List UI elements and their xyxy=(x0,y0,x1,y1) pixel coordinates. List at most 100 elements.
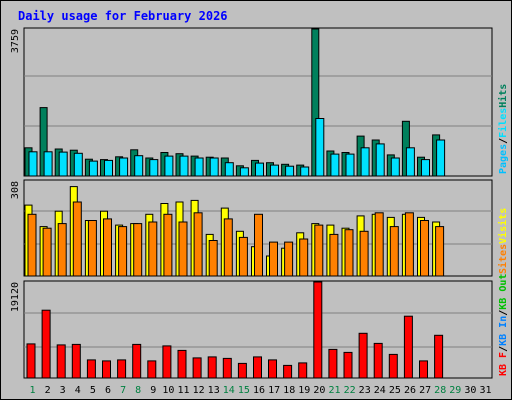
bar-kb-f-day-11 xyxy=(177,349,187,379)
bar-sites-day-4 xyxy=(72,201,82,277)
bar-sites-day-3 xyxy=(57,223,67,277)
bar-sites-day-17 xyxy=(269,241,278,277)
bar-files-day-17 xyxy=(270,164,279,177)
legend-files: Files xyxy=(497,108,509,138)
bar-files-day-9 xyxy=(149,159,159,177)
bar-kb-f-day-19 xyxy=(298,362,308,379)
bar-files-day-5 xyxy=(88,160,98,177)
x-tick-label-day-30: 30 xyxy=(464,385,476,396)
panel-3-legend: KB F/KB In/KB Out xyxy=(498,274,509,376)
bar-kb-f-day-1 xyxy=(26,343,36,379)
bar-sites-day-19 xyxy=(299,238,309,277)
bar-sites-day-27 xyxy=(420,220,429,277)
x-tick-label-day-27: 27 xyxy=(419,385,431,396)
bar-kb-f-day-14 xyxy=(222,357,232,379)
bar-kb-f-day-7 xyxy=(117,359,127,379)
bar-files-day-18 xyxy=(285,165,295,177)
bar-sites-day-26 xyxy=(404,212,414,277)
bar-sites-day-25 xyxy=(389,226,399,277)
bar-sites-day-21 xyxy=(329,233,339,277)
bar-sites-day-16 xyxy=(254,213,263,277)
bar-kb-f-day-2 xyxy=(41,309,51,379)
bar-sites-day-23 xyxy=(359,230,369,277)
legend-slash: / xyxy=(498,346,509,352)
legend-visits: Visits xyxy=(497,208,509,244)
x-tick-label-day-19: 19 xyxy=(298,385,310,396)
bar-sites-day-28 xyxy=(435,226,445,277)
bar-files-day-22 xyxy=(345,153,355,177)
x-tick-label-day-17: 17 xyxy=(268,385,280,396)
x-tick-label-day-18: 18 xyxy=(283,385,295,396)
x-tick-label-day-8: 8 xyxy=(135,385,141,396)
bar-kb-f-day-18 xyxy=(283,364,293,379)
x-tick-label-day-4: 4 xyxy=(75,385,81,396)
bar-sites-day-9 xyxy=(148,221,158,277)
x-tick-label-day-1: 1 xyxy=(29,385,35,396)
bar-files-day-8 xyxy=(134,155,144,177)
bar-kb-f-day-16 xyxy=(253,356,262,379)
bar-kb-f-day-23 xyxy=(358,332,368,379)
bar-files-day-24 xyxy=(375,143,385,177)
x-tick-label-day-23: 23 xyxy=(359,385,371,396)
bar-files-day-15 xyxy=(239,167,249,177)
bar-kb-f-day-24 xyxy=(373,342,383,379)
bar-kb-f-day-28 xyxy=(434,334,444,379)
legend-kb-f: KB F xyxy=(498,352,509,376)
x-tick-label-day-2: 2 xyxy=(45,385,51,396)
legend-slash: / xyxy=(498,138,509,144)
bar-kb-f-day-26 xyxy=(403,315,413,379)
x-tick-label-day-15: 15 xyxy=(238,385,250,396)
bar-files-day-28 xyxy=(436,139,446,177)
panel-1-legend: Pages/FilesHits xyxy=(497,84,509,174)
bar-sites-day-14 xyxy=(223,218,233,277)
bar-sites-day-20 xyxy=(314,224,324,277)
legend-sites: Sites xyxy=(497,244,509,274)
bar-kb-f-day-13 xyxy=(207,356,217,379)
bar-sites-day-12 xyxy=(193,212,203,277)
bar-files-day-2 xyxy=(43,151,53,177)
bar-files-day-21 xyxy=(330,153,340,177)
bar-files-day-19 xyxy=(300,166,310,177)
bar-files-day-4 xyxy=(73,152,83,177)
bar-kb-f-day-6 xyxy=(102,360,111,379)
bar-sites-day-1 xyxy=(27,213,37,277)
x-tick-label-day-14: 14 xyxy=(223,385,235,396)
bar-sites-day-5 xyxy=(87,220,97,277)
bar-kb-f-day-27 xyxy=(419,360,428,379)
panel-1-plot xyxy=(23,27,493,177)
bar-kb-f-day-20 xyxy=(313,281,323,379)
bar-sites-day-7 xyxy=(118,226,128,277)
chart-title: Daily usage for February 2026 xyxy=(18,9,228,23)
bar-kb-f-day-22 xyxy=(343,351,353,379)
bar-files-day-3 xyxy=(58,151,68,177)
bar-sites-day-11 xyxy=(178,221,188,277)
bar-files-day-16 xyxy=(255,162,264,177)
bar-sites-day-8 xyxy=(133,223,143,277)
panel-1-max-label: 3759 xyxy=(10,29,21,53)
x-tick-label-day-10: 10 xyxy=(162,385,174,396)
x-tick-label-day-13: 13 xyxy=(208,385,220,396)
bar-kb-f-day-4 xyxy=(71,343,81,379)
legend-kb-out: KB Out xyxy=(498,274,509,310)
bar-files-day-1 xyxy=(28,151,38,177)
bar-files-day-25 xyxy=(390,157,400,177)
bar-files-day-10 xyxy=(164,155,174,177)
bar-kb-f-day-5 xyxy=(86,359,96,379)
bar-kb-f-day-25 xyxy=(388,353,398,379)
panel-3-max-label: 19120 xyxy=(10,282,21,312)
x-tick-label-day-21: 21 xyxy=(328,385,340,396)
x-tick-label-day-9: 9 xyxy=(150,385,156,396)
x-tick-label-day-3: 3 xyxy=(60,385,66,396)
x-tick-label-day-20: 20 xyxy=(313,385,325,396)
x-tick-label-day-12: 12 xyxy=(193,385,205,396)
bar-files-day-12 xyxy=(194,157,204,177)
bar-files-day-7 xyxy=(119,157,129,177)
bar-kb-f-day-15 xyxy=(237,362,247,379)
bar-files-day-11 xyxy=(179,155,189,177)
bar-kb-f-day-21 xyxy=(328,348,338,379)
x-tick-label-day-6: 6 xyxy=(105,385,111,396)
legend-slash: / xyxy=(498,310,509,316)
x-tick-label-day-7: 7 xyxy=(120,385,126,396)
bar-files-day-27 xyxy=(421,159,430,177)
bar-files-day-13 xyxy=(209,157,219,177)
